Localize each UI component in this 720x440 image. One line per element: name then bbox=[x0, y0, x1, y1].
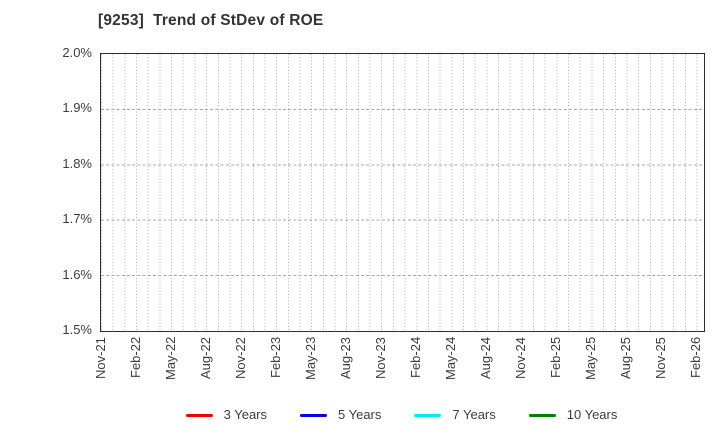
legend-item-5-years: 5 Years bbox=[300, 407, 381, 423]
x-axis-tick-label: May-22 bbox=[162, 336, 178, 380]
x-axis-tick-label: May-25 bbox=[582, 336, 598, 380]
x-axis-tick-label: Feb-26 bbox=[688, 336, 703, 378]
y-axis-tick-label: 2.0% bbox=[62, 45, 92, 60]
legend-label: 3 Years bbox=[223, 407, 267, 422]
legend-line-swatch bbox=[185, 413, 213, 417]
legend-item-10-years: 10 Years bbox=[528, 407, 618, 423]
x-axis-tick-label: Nov-24 bbox=[512, 337, 528, 379]
legend-label: 7 Years bbox=[452, 407, 496, 422]
x-axis-tick-label: Aug-23 bbox=[337, 337, 353, 379]
legend-label: 5 Years bbox=[338, 407, 382, 422]
y-axis-tick-label: 1.6% bbox=[62, 266, 92, 282]
x-axis-tick-label: Aug-25 bbox=[617, 337, 633, 379]
x-axis-tick-label: Nov-25 bbox=[652, 337, 668, 379]
x-axis-tick-label: May-24 bbox=[442, 336, 458, 380]
legend-line-swatch bbox=[300, 413, 327, 417]
x-axis-tick-label: Nov-21 bbox=[92, 337, 108, 379]
plot-area bbox=[100, 53, 705, 332]
x-axis-tick-label: Aug-24 bbox=[477, 337, 493, 379]
y-axis-tick-label: 1.9% bbox=[62, 100, 92, 116]
x-axis-tick-label: Feb-23 bbox=[267, 336, 283, 378]
legend: 3 Years 5 Years 7 Years 10 Years bbox=[100, 403, 703, 427]
legend-item-3-years: 3 Years bbox=[185, 407, 267, 423]
x-axis-tick-label: Nov-22 bbox=[232, 337, 248, 379]
y-axis-tick-label: 1.8% bbox=[62, 155, 92, 171]
legend-line-swatch bbox=[414, 413, 442, 417]
legend-line-swatch bbox=[528, 413, 556, 417]
y-axis-tick-label: 1.7% bbox=[62, 211, 92, 227]
legend-label: 10 Years bbox=[566, 407, 618, 422]
x-axis-tick-label: Aug-22 bbox=[197, 337, 213, 379]
x-axis-tick-label: Feb-24 bbox=[407, 336, 423, 378]
gridlines bbox=[101, 54, 704, 331]
x-axis-tick-label: Nov-23 bbox=[372, 337, 388, 379]
chart-title: [9253] Trend of StDev of ROE bbox=[98, 12, 324, 29]
y-axis-tick-label: 1.5% bbox=[62, 322, 92, 337]
x-axis-tick-label: Feb-25 bbox=[547, 336, 563, 378]
x-axis-tick-label: May-23 bbox=[302, 336, 318, 380]
legend-item-7-years: 7 Years bbox=[414, 407, 496, 423]
x-axis-tick-label: Feb-22 bbox=[127, 336, 143, 378]
